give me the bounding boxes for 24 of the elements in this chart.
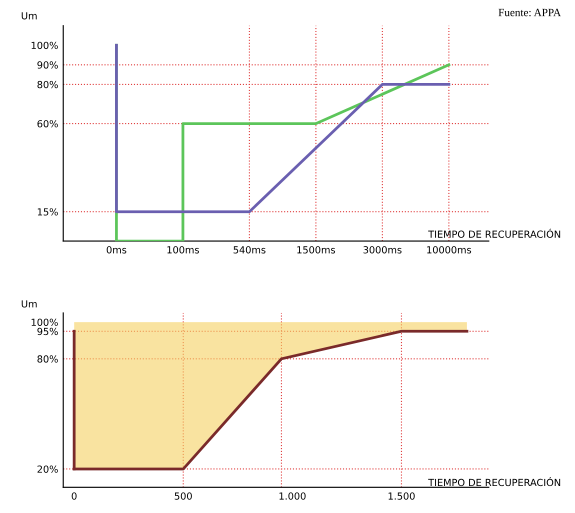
x-tick-label: 1.500 — [388, 492, 415, 500]
x-axis-title: TIEMPO DE RECUPERACIÓN — [428, 228, 560, 238]
x-tick-label: 500 — [174, 492, 192, 500]
x-tick-label: 540ms — [234, 246, 266, 254]
y-axis-title: Um — [22, 12, 37, 20]
y-tick-label: 95% — [37, 328, 58, 336]
y-tick-label: 15% — [38, 208, 58, 216]
x-axis-title: TIEMPO DE RECUPERACIÓN — [428, 477, 560, 486]
x-tick-label: 1500ms — [297, 246, 336, 254]
y-tick-label: 80% — [37, 80, 58, 88]
source-note: Fuente: APPA — [498, 8, 562, 16]
y-tick-label: 100% — [32, 42, 58, 50]
y-tick-label: 60% — [37, 120, 58, 128]
x-tick-label: 100ms — [167, 246, 199, 254]
x-tick-label: 1.000 — [280, 492, 306, 500]
y-tick-label: 100% — [32, 318, 58, 326]
y-tick-label: 20% — [37, 465, 58, 473]
x-tick-label: 10000ms — [427, 246, 472, 254]
x-tick-label: 0 — [72, 492, 77, 500]
y-axis-title: Um — [22, 300, 37, 308]
x-tick-label: 0ms — [106, 246, 126, 254]
y-tick-label: 90% — [37, 61, 58, 69]
x-tick-label: 3000ms — [363, 246, 402, 254]
y-tick-label: 80% — [37, 355, 58, 363]
